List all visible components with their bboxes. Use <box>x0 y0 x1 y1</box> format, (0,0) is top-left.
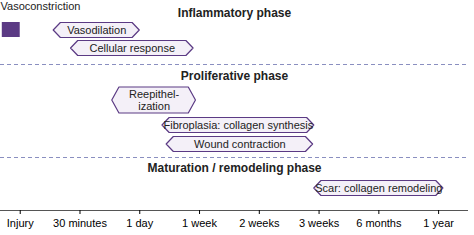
svg-text:1 day: 1 day <box>126 217 153 229</box>
svg-text:3 weeks: 3 weeks <box>299 217 340 229</box>
svg-text:Vasodilation: Vasodilation <box>67 24 126 36</box>
svg-text:1 week: 1 week <box>182 217 217 229</box>
svg-text:1 year: 1 year <box>423 217 454 229</box>
svg-text:30 minutes: 30 minutes <box>53 217 107 229</box>
svg-text:6 months: 6 months <box>356 217 402 229</box>
svg-text:Proliferative phase: Proliferative phase <box>181 69 289 83</box>
svg-text:2 weeks: 2 weeks <box>239 217 280 229</box>
svg-text:Cellular response: Cellular response <box>89 42 175 54</box>
svg-text:Wound contraction: Wound contraction <box>194 138 286 150</box>
svg-text:Injury: Injury <box>7 217 34 229</box>
svg-text:Scar: collagen remodeling: Scar: collagen remodeling <box>315 182 442 194</box>
svg-text:Vasoconstriction: Vasoconstriction <box>1 0 81 12</box>
svg-text:Maturation / remodeling phase: Maturation / remodeling phase <box>147 161 321 175</box>
svg-text:Inflammatory phase: Inflammatory phase <box>178 6 292 20</box>
svg-text:Fibroplasia: collagen synthesi: Fibroplasia: collagen synthesis <box>163 119 313 131</box>
svg-text:Reepithel-ization: Reepithel-ization <box>129 88 179 112</box>
